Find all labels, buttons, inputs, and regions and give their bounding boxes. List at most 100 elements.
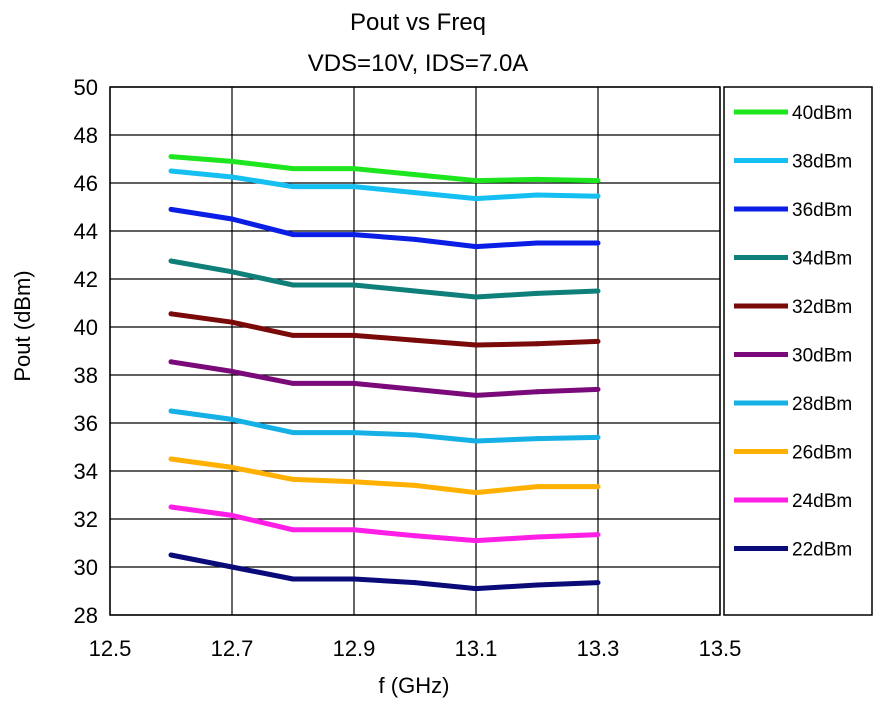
data-point-32dBm xyxy=(412,337,418,343)
data-point-24dBm xyxy=(351,527,357,533)
data-point-36dBm xyxy=(351,232,357,238)
data-point-40dBm xyxy=(351,166,357,172)
series-lines xyxy=(168,154,601,592)
data-point-22dBm xyxy=(168,552,174,558)
y-tick-label: 30 xyxy=(74,555,98,580)
series-line-40dBm xyxy=(170,154,599,184)
y-tick-label: 50 xyxy=(74,75,98,100)
data-point-36dBm xyxy=(473,244,479,250)
data-point-30dBm xyxy=(534,389,540,395)
y-tick-label: 42 xyxy=(74,267,98,292)
data-point-24dBm xyxy=(595,532,601,538)
series-line-24dBm xyxy=(170,504,599,544)
data-point-36dBm xyxy=(290,232,296,238)
series-line-28dBm xyxy=(170,408,599,444)
chart-subtitle: VDS=10V, IDS=7.0A xyxy=(308,50,529,77)
legend-label: 34dBm xyxy=(792,249,852,270)
data-point-26dBm xyxy=(168,456,174,462)
x-axis-label: f (GHz) xyxy=(379,673,450,698)
data-point-38dBm xyxy=(534,192,540,198)
data-point-22dBm xyxy=(595,580,601,586)
data-point-28dBm xyxy=(473,438,479,444)
x-tick-label: 13.3 xyxy=(577,636,620,661)
x-tick-label: 13.5 xyxy=(699,636,742,661)
series-line-36dBm xyxy=(170,206,598,250)
x-tick-label: 13.1 xyxy=(455,636,498,661)
data-point-34dBm xyxy=(168,258,174,264)
data-point-32dBm xyxy=(229,319,235,325)
data-point-38dBm xyxy=(412,190,418,196)
data-point-24dBm xyxy=(290,527,296,533)
y-tick-label: 28 xyxy=(74,603,98,628)
y-tick-label: 38 xyxy=(74,363,98,388)
data-point-24dBm xyxy=(473,538,479,544)
data-point-28dBm xyxy=(290,430,296,436)
legend-label: 26dBm xyxy=(792,443,852,464)
data-point-26dBm xyxy=(229,464,235,470)
data-point-40dBm xyxy=(473,178,479,184)
legend-box xyxy=(723,86,873,616)
y-tick-label: 34 xyxy=(74,459,98,484)
legend-label: 22dBm xyxy=(792,540,852,561)
data-point-26dBm xyxy=(351,479,357,485)
data-point-38dBm xyxy=(595,193,601,199)
x-tick-label: 12.7 xyxy=(211,636,254,661)
y-tick-label: 48 xyxy=(74,123,98,148)
data-point-30dBm xyxy=(473,392,479,398)
y-tick-label: 36 xyxy=(74,411,98,436)
data-point-22dBm xyxy=(412,580,418,586)
y-tick-label: 46 xyxy=(74,171,98,196)
data-point-26dBm xyxy=(534,484,540,490)
data-point-30dBm xyxy=(412,386,418,392)
data-point-40dBm xyxy=(412,172,418,178)
data-point-34dBm xyxy=(595,288,601,294)
data-point-22dBm xyxy=(473,586,479,592)
data-point-22dBm xyxy=(290,576,296,582)
data-point-26dBm xyxy=(473,490,479,496)
data-point-28dBm xyxy=(168,408,174,414)
data-point-34dBm xyxy=(290,282,296,288)
data-point-28dBm xyxy=(412,432,418,438)
data-point-38dBm xyxy=(290,184,296,190)
legend-label: 24dBm xyxy=(792,491,852,512)
legend: 40dBm 38dBm 36dBm 34dBm 32dBm 30dBm 28dBm 26dBm… xyxy=(723,86,873,616)
data-point-26dBm xyxy=(595,484,601,490)
data-point-22dBm xyxy=(534,582,540,588)
data-point-30dBm xyxy=(351,380,357,386)
x-tick-label: 12.9 xyxy=(333,636,376,661)
data-point-26dBm xyxy=(290,476,296,482)
data-point-36dBm xyxy=(595,240,601,246)
data-point-28dBm xyxy=(351,430,357,436)
data-point-28dBm xyxy=(595,434,601,440)
y-tick-label: 40 xyxy=(74,315,98,340)
y-tick-label: 32 xyxy=(74,507,98,532)
legend-label: 36dBm xyxy=(792,200,852,221)
legend-label: 28dBm xyxy=(792,394,852,415)
data-point-32dBm xyxy=(351,332,357,338)
data-point-34dBm xyxy=(473,294,479,300)
series-line-30dBm xyxy=(170,359,599,398)
series-line-32dBm xyxy=(170,311,599,348)
data-point-34dBm xyxy=(534,290,540,296)
data-point-36dBm xyxy=(534,240,540,246)
data-point-34dBm xyxy=(351,282,357,288)
data-point-38dBm xyxy=(351,184,357,190)
data-point-40dBm xyxy=(229,158,235,164)
data-point-36dBm xyxy=(168,206,174,212)
data-point-36dBm xyxy=(412,236,418,242)
data-point-40dBm xyxy=(534,176,540,182)
chart-title: Pout vs Freq xyxy=(350,9,486,36)
y-tick-labels: 28 30 32 34 36 38 40 42 44 46 48 50 xyxy=(74,75,98,628)
data-point-30dBm xyxy=(168,359,174,365)
x-tick-label: 12.5 xyxy=(89,636,132,661)
series-line-22dBm xyxy=(170,552,599,592)
data-point-32dBm xyxy=(290,332,296,338)
data-point-28dBm xyxy=(534,436,540,442)
data-point-32dBm xyxy=(168,311,174,317)
data-point-40dBm xyxy=(168,154,174,160)
y-tick-label: 44 xyxy=(74,219,98,244)
data-point-40dBm xyxy=(595,178,601,184)
series-line-38dBm xyxy=(170,168,599,202)
data-point-34dBm xyxy=(229,269,235,275)
